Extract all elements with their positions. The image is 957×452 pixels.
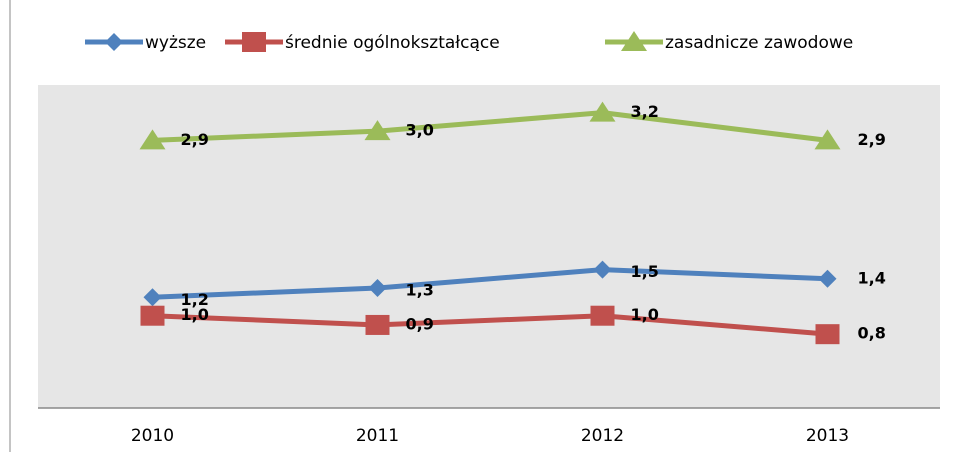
data-label: 1,4 — [858, 268, 886, 287]
marker — [593, 260, 612, 279]
marker — [365, 314, 390, 335]
data-label: 0,8 — [858, 324, 886, 343]
marker — [589, 101, 616, 122]
marker — [364, 120, 391, 141]
marker — [368, 279, 387, 298]
data-label: 1,2 — [181, 290, 209, 309]
legend-label: zasadnicze zawodowe — [665, 33, 853, 53]
data-label: 0,9 — [406, 314, 434, 333]
data-label: 1,0 — [631, 305, 659, 324]
data-label: 3,0 — [406, 121, 434, 140]
plot-area — [38, 85, 940, 408]
data-label: 2,9 — [858, 130, 886, 149]
marker — [621, 31, 647, 51]
data-label: 2,9 — [181, 130, 209, 149]
marker — [105, 33, 123, 51]
marker — [143, 288, 162, 307]
legend-label: średnie ogólnokształcące — [285, 33, 500, 53]
series-line — [152, 267, 828, 300]
marker — [590, 305, 615, 326]
series-line — [152, 313, 828, 337]
x-tick-label: 2011 — [356, 426, 399, 446]
marker — [140, 305, 165, 326]
x-tick-label: 2012 — [581, 426, 624, 446]
marker — [818, 269, 837, 288]
marker — [814, 129, 841, 150]
legend-label: wyższe — [145, 33, 206, 53]
x-tick-label: 2013 — [806, 426, 849, 446]
marker — [815, 324, 840, 345]
marker — [139, 129, 166, 150]
marker — [242, 32, 266, 52]
data-label: 1,0 — [181, 305, 209, 324]
data-label: 1,5 — [631, 262, 659, 281]
x-tick-label: 2010 — [131, 426, 174, 446]
data-label: 3,2 — [631, 102, 659, 121]
data-label: 1,3 — [406, 281, 434, 300]
series-line — [152, 110, 828, 143]
